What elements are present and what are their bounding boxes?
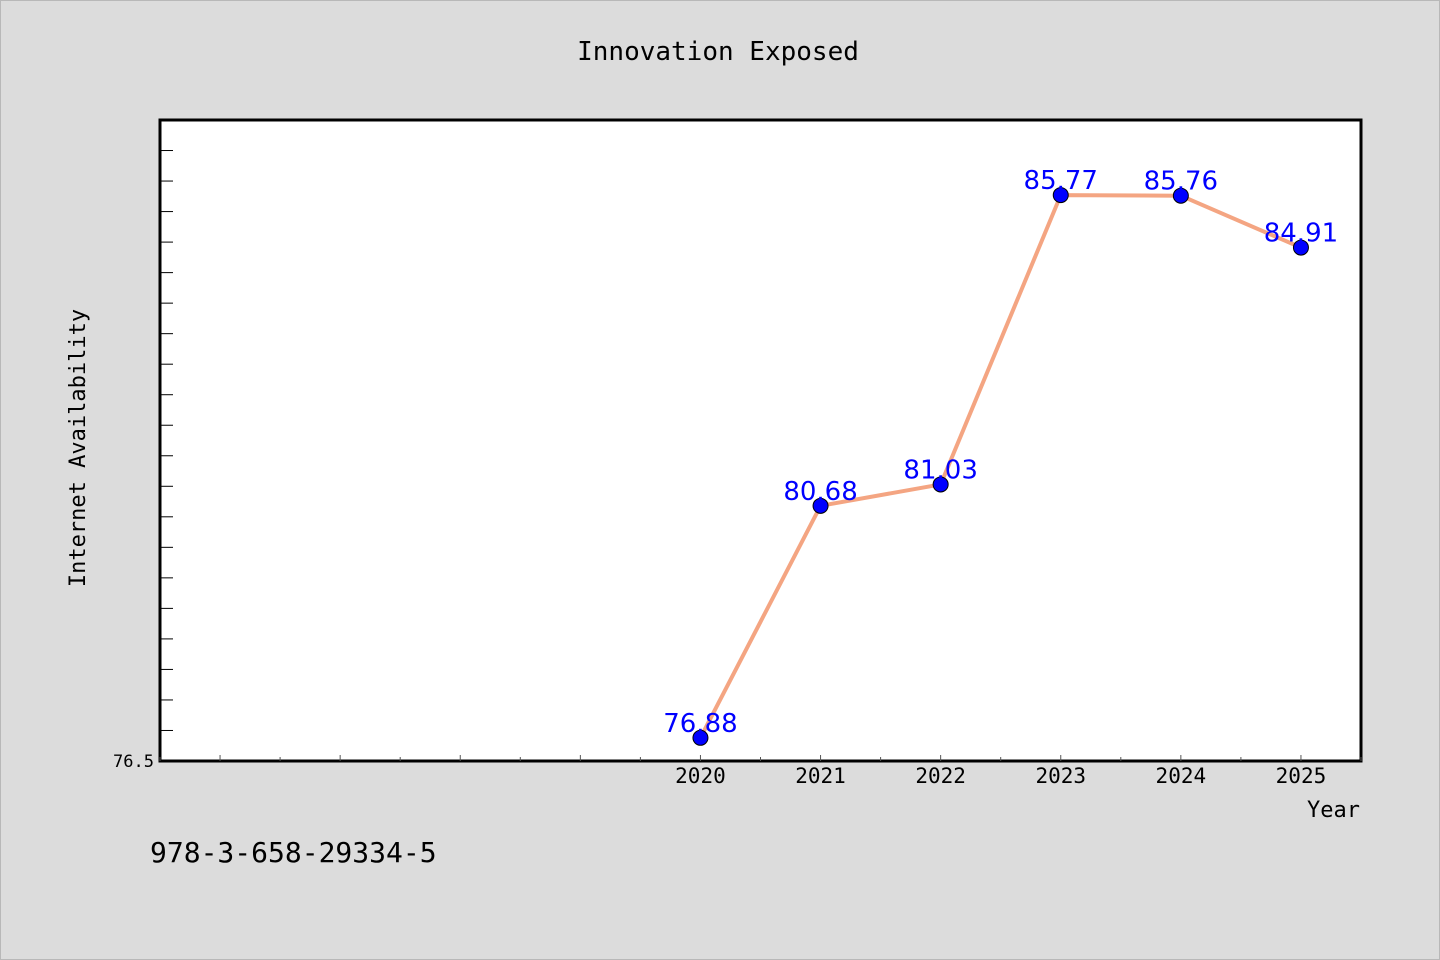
y-tick-label: 76.5 bbox=[113, 752, 154, 772]
x-tick-label: 2022 bbox=[915, 764, 966, 788]
data-label: 76.88 bbox=[663, 709, 737, 739]
data-point bbox=[692, 729, 709, 746]
data-point bbox=[1292, 239, 1309, 256]
x-tick-label: 2020 bbox=[675, 764, 726, 788]
data-point bbox=[812, 497, 829, 514]
data-label: 81.03 bbox=[903, 455, 977, 485]
chart-title: Innovation Exposed bbox=[577, 37, 859, 67]
x-tick-label: 2023 bbox=[1035, 764, 1086, 788]
x-tick-label: 2021 bbox=[795, 764, 846, 788]
y-axis-ticks bbox=[160, 119, 173, 762]
isbn-annotation: 978-3-658-29334-5 bbox=[150, 836, 437, 869]
x-axis-label: Year bbox=[1307, 798, 1360, 823]
y-axis-label: Internet Availability bbox=[66, 309, 91, 587]
series-line bbox=[698, 193, 1302, 739]
data-point bbox=[1052, 187, 1069, 204]
data-label: 85.77 bbox=[1024, 166, 1098, 196]
data-label: 80.68 bbox=[783, 477, 857, 507]
x-tick-label: 2025 bbox=[1276, 764, 1327, 788]
series-layer: 76.88 80.68 81.03 85.77 85.76 84.91 bbox=[663, 166, 1338, 746]
data-label: 85.76 bbox=[1144, 167, 1218, 197]
data-label: 84.91 bbox=[1264, 219, 1338, 249]
plot-area bbox=[158, 118, 1363, 763]
data-point bbox=[932, 476, 949, 493]
data-point bbox=[1172, 187, 1189, 204]
x-axis-ticks bbox=[159, 755, 1362, 761]
y-axis-tick-labels: 76.5 bbox=[113, 752, 154, 772]
x-tick-label: 2024 bbox=[1156, 764, 1207, 788]
x-axis-tick-labels: 2020 2021 2022 2023 2024 2025 bbox=[675, 764, 1326, 788]
